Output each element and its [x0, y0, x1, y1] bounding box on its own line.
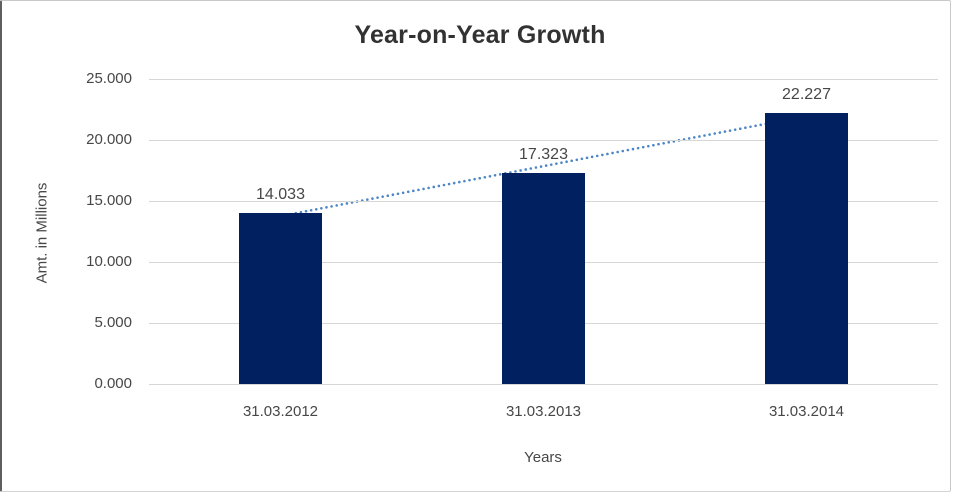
x-axis-title: Years — [524, 449, 562, 466]
y-tick-label: 20.000 — [86, 131, 132, 148]
bar — [765, 112, 848, 384]
bar-value-label: 22.227 — [782, 85, 831, 103]
bar — [502, 172, 585, 384]
x-category-label: 31.03.2013 — [505, 403, 582, 420]
y-tick-label: 0.000 — [94, 375, 132, 392]
gridline — [149, 139, 938, 141]
chart-title: Year-on-Year Growth — [354, 21, 606, 49]
y-tick-label: 15.000 — [86, 192, 132, 209]
bar-value-label: 14.033 — [256, 185, 305, 203]
bar — [239, 212, 322, 384]
x-category-label: 31.03.2012 — [242, 403, 319, 420]
gridline — [149, 383, 938, 385]
bar-value-label: 17.323 — [519, 145, 568, 163]
y-tick-label: 25.000 — [86, 70, 132, 87]
y-tick-label: 10.000 — [86, 253, 132, 270]
x-category-label: 31.03.2014 — [768, 403, 845, 420]
gridline — [149, 78, 938, 80]
y-tick-label: 5.000 — [94, 314, 132, 331]
